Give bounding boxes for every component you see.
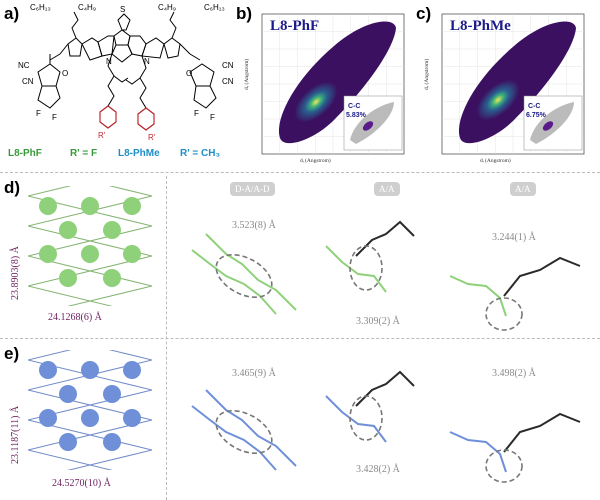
atom-label-s: S — [120, 5, 125, 14]
distance-e3: 3.498(2) Å — [492, 368, 536, 379]
plot-b-ylabel: dₑ (Angstrom) — [244, 58, 250, 90]
atom-label-n-left: N — [106, 57, 112, 66]
inset-b-value: 5.83% — [346, 112, 367, 119]
distance-e2: 3.428(2) Å — [356, 464, 400, 475]
distance-d3: 3.244(1) Å — [492, 232, 536, 243]
distance-e1: 3.465(9) Å — [232, 368, 276, 379]
contact-type-pill-1: D-A/A-D — [230, 182, 275, 196]
alkyl-label-c4h9-left: C₄H₉ — [78, 3, 96, 12]
plot-b-xlabel: dᵢ (Angstrom) — [300, 158, 331, 164]
contact-type-pill-3: A/A — [510, 182, 536, 196]
distance-d2: 3.309(2) Å — [356, 316, 400, 327]
dimer-e3 — [449, 412, 581, 483]
alkyl-label-c4h9-right: C₄H₉ — [158, 3, 176, 12]
distance-d1: 3.523(8) Å — [232, 220, 276, 231]
alkyl-label-c6h13-right: C₆H₁₃ — [204, 3, 225, 12]
hirshfeld-plot-c: C-C 6.75% — [441, 13, 585, 155]
atom-label-cn-right2: CN — [222, 77, 234, 86]
divider-top — [0, 172, 600, 173]
crystal-packing-d — [28, 186, 152, 306]
atom-label-n-right: N — [144, 57, 150, 66]
lattice-e-horizontal: 24.5270(10) Å — [52, 478, 111, 489]
panel-a-label: a) — [4, 4, 20, 23]
inset-c-value: 6.75% — [526, 112, 547, 119]
contact-type-pill-2: A/A — [374, 182, 400, 196]
r-prime-left: R' — [98, 131, 106, 140]
panel-e-label: e) — [4, 344, 20, 363]
hirshfeld-plot-b: C-C 5.83% — [261, 13, 405, 155]
atom-label-cn-right: CN — [222, 61, 234, 70]
atom-label-o-left: O — [62, 69, 68, 78]
atom-label-f1: F — [36, 109, 41, 118]
dimer-d1 — [191, 233, 297, 315]
panel-c-label: c) — [416, 4, 432, 23]
plot-c-xlabel: dᵢ (Angstrom) — [480, 158, 511, 164]
r-prime-right: R' — [148, 133, 156, 142]
plot-b-title: L8-PhF — [270, 18, 320, 34]
dimer-d2 — [325, 220, 415, 293]
panel-b-label: b) — [236, 4, 253, 23]
atom-label-f3: F — [194, 109, 199, 118]
lattice-d-vertical: 23.8903(8) Å — [10, 246, 21, 300]
dimer-e1 — [191, 389, 297, 471]
dimer-d3 — [449, 256, 581, 331]
series2-substituent: R' = CH₃ — [180, 148, 221, 159]
atom-label-f2: F — [52, 113, 57, 122]
series1-substituent: R' = F — [70, 148, 98, 159]
atom-label-o-right: O — [186, 69, 192, 78]
inset-b-label: C-C — [348, 103, 360, 110]
atom-label-nc-left: NC — [18, 61, 30, 70]
divider-middle — [0, 338, 600, 339]
chemical-structure: C₆H₁₃ C₄H₉ C₆H₁₃ C₄H₉ S N N NC CN CN CN … — [18, 3, 234, 142]
atom-label-f4: F — [210, 113, 215, 122]
series1-name: L8-PhF — [8, 148, 42, 159]
plot-c-title: L8-PhMe — [450, 18, 511, 34]
plot-c-ylabel: dₑ (Angstrom) — [424, 58, 430, 90]
panel-d-label: d) — [4, 178, 21, 197]
alkyl-label-c6h13-left: C₆H₁₃ — [30, 3, 51, 12]
lattice-e-vertical: 23.1187(11) Å — [10, 405, 21, 464]
crystal-packing-e — [28, 350, 152, 470]
divider-vertical — [166, 176, 167, 500]
atom-label-cn-left: CN — [22, 77, 34, 86]
inset-c-label: C-C — [528, 103, 540, 110]
dimer-e2 — [325, 370, 415, 443]
series2-name: L8-PhMe — [118, 148, 160, 159]
lattice-d-horizontal: 24.1268(6) Å — [48, 312, 102, 323]
